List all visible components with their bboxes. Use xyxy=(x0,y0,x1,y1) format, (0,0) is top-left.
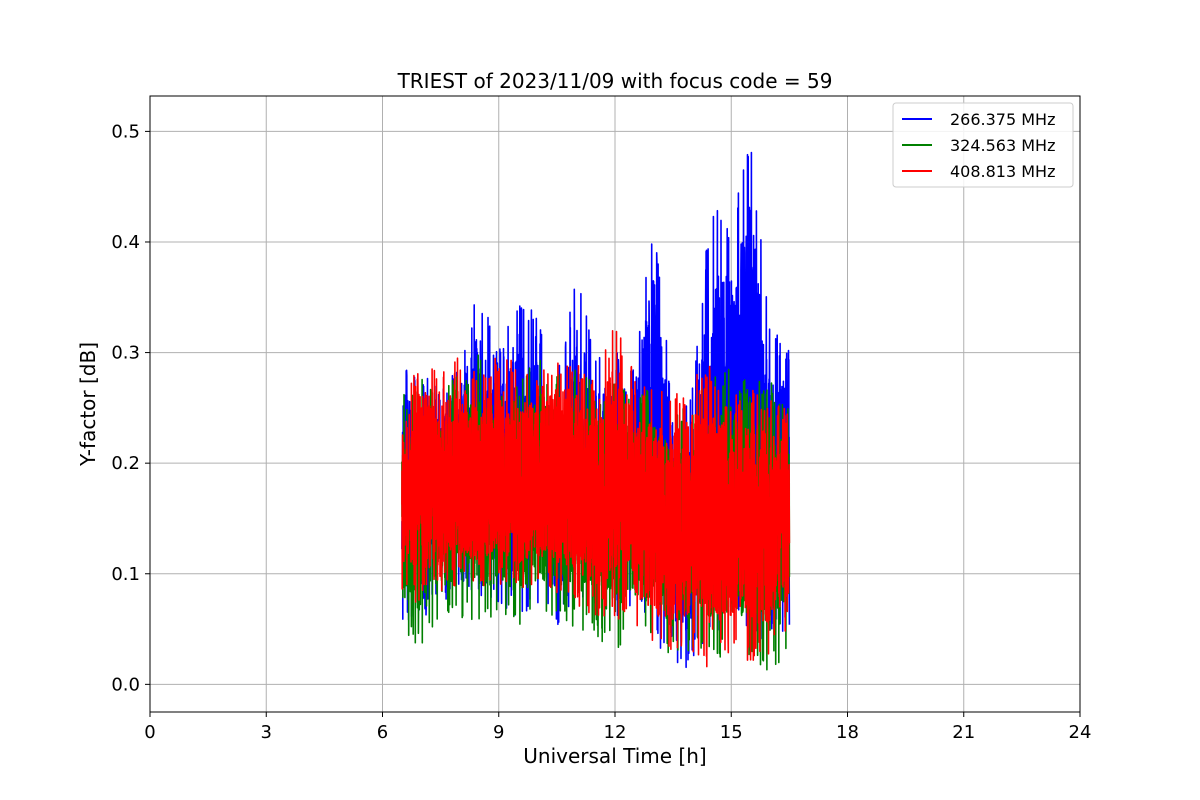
legend-label-series-3: 408.813 MHz xyxy=(950,162,1055,181)
x-tick-label: 0 xyxy=(144,722,155,743)
x-axis-ticks: 0 3 6 9 12 15 18 21 24 xyxy=(144,712,1091,743)
x-tick-label: 12 xyxy=(604,722,627,743)
legend-box xyxy=(892,102,1074,188)
chart-title: TRIEST of 2023/11/09 with focus code = 5… xyxy=(397,69,833,93)
y-tick-label: 0.1 xyxy=(111,564,140,585)
legend-label-series-1: 266.375 MHz xyxy=(950,110,1055,129)
x-tick-label: 24 xyxy=(1069,722,1092,743)
x-tick-label: 21 xyxy=(952,722,975,743)
x-tick-label: 18 xyxy=(836,722,859,743)
x-tick-label: 9 xyxy=(493,722,504,743)
y-tick-label: 0.3 xyxy=(111,343,140,364)
series-line-3 xyxy=(401,330,791,668)
y-axis-ticks: 0.0 0.1 0.2 0.3 0.4 0.5 xyxy=(111,121,150,695)
x-tick-label: 15 xyxy=(720,722,743,743)
x-tick-label: 6 xyxy=(377,722,388,743)
plot-area-data xyxy=(401,151,791,671)
y-tick-label: 0.0 xyxy=(111,674,140,695)
y-tick-label: 0.5 xyxy=(111,121,140,142)
legend-label-series-2: 324.563 MHz xyxy=(950,136,1055,155)
legend: 266.375 MHz 324.563 MHz 408.813 MHz xyxy=(892,102,1074,188)
x-axis-title: Universal Time [h] xyxy=(523,744,706,768)
x-tick-label: 3 xyxy=(261,722,272,743)
y-axis-title: Y-factor [dB] xyxy=(76,342,100,467)
y-tick-label: 0.2 xyxy=(111,453,140,474)
y-tick-label: 0.4 xyxy=(111,232,140,253)
